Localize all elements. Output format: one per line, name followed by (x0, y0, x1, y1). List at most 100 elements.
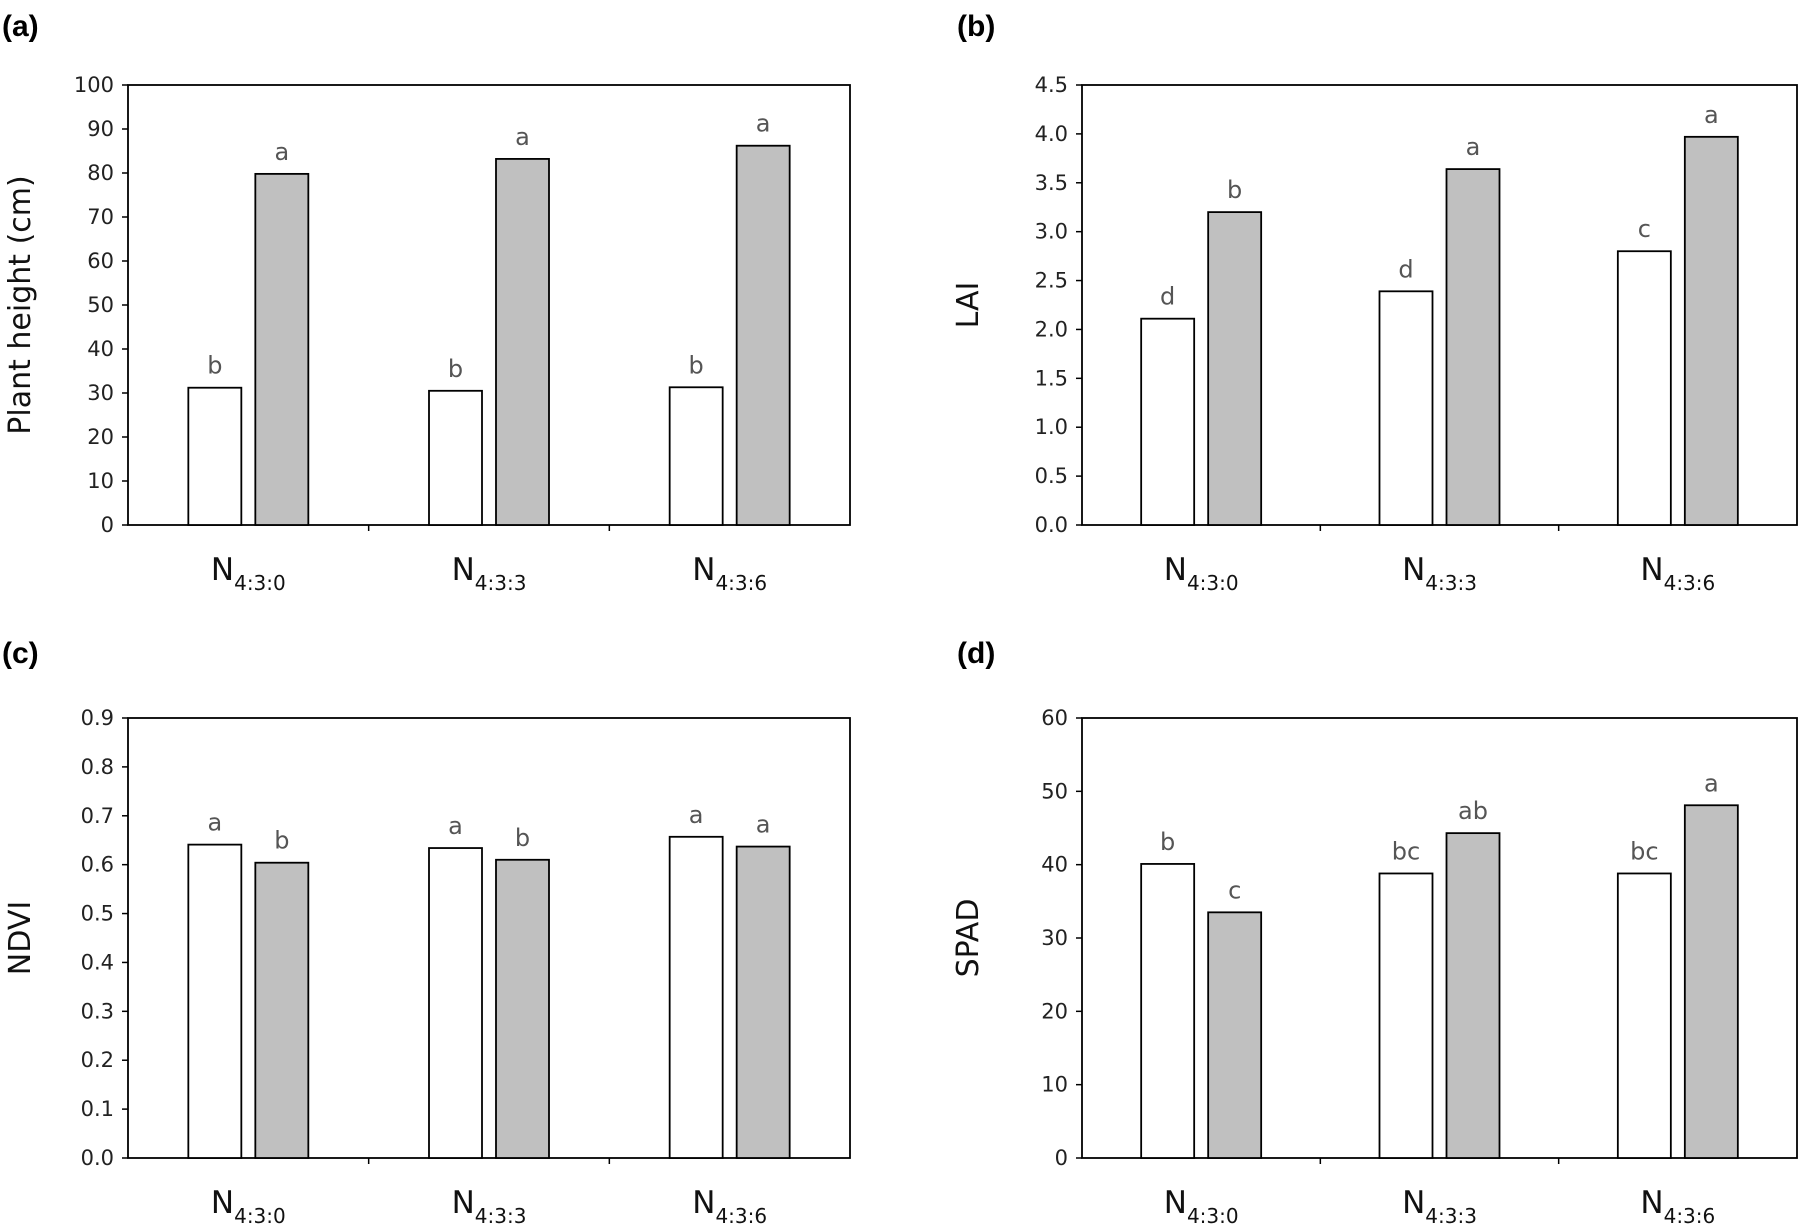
bar (1683, 804, 1739, 1159)
data-label: d (1160, 283, 1175, 311)
y-tick-label: 50 (1041, 779, 1068, 803)
data-label: a (1466, 133, 1481, 161)
y-tick-label: 40 (87, 337, 114, 361)
x-tick-label: N4:3:0 (211, 1185, 286, 1228)
bar (735, 845, 791, 1159)
y-axis-title: NDVI (3, 901, 38, 975)
y-tick-label: 0.1 (81, 1097, 114, 1121)
bar (1378, 290, 1434, 526)
bar (668, 386, 724, 526)
x-tick-label: N4:3:0 (1164, 552, 1239, 595)
bar (668, 835, 724, 1159)
data-label: b (1227, 176, 1242, 204)
data-label: b (448, 355, 463, 383)
bar (428, 847, 483, 1159)
y-tick-label: 4.5 (1035, 73, 1068, 97)
bar (187, 843, 243, 1159)
data-label: b (207, 352, 222, 380)
chart-panel-b: (b) 0.0 0.5 1.0 1.5 2.0 2.5 3.0 3.5 4.0 4.5 LAI d b N4… (951, 10, 1798, 595)
y-tick-label: 4.0 (1035, 122, 1068, 146)
x-tick-label: N4:3:6 (1640, 552, 1715, 595)
y-tick-label: 60 (87, 249, 114, 273)
y-tick-label: 2.0 (1035, 317, 1068, 341)
x-tick-label: N4:3:3 (1402, 1185, 1477, 1228)
y-tick-label: 30 (87, 381, 114, 405)
y-tick-label: 30 (1041, 926, 1068, 950)
x-tick-label: N4:3:0 (1164, 1185, 1239, 1228)
panel-label: (a) (2, 10, 39, 43)
y-tick-label: 20 (87, 425, 114, 449)
y-tick-label: 0.0 (1035, 513, 1068, 537)
data-label: a (515, 123, 530, 151)
data-label: a (756, 110, 771, 138)
x-tick-label: N4:3:3 (1402, 552, 1477, 595)
panel-label: (c) (2, 637, 39, 670)
y-tick-label: 100 (74, 73, 114, 97)
plot-frame (127, 717, 851, 1159)
plot-frame (127, 84, 851, 526)
bar (187, 386, 243, 526)
bar (1445, 832, 1501, 1159)
data-label: c (1228, 876, 1241, 904)
data-label: a (448, 812, 463, 840)
y-tick-label: 0.2 (81, 1048, 114, 1072)
y-tick-label: 10 (87, 469, 114, 493)
bar (1207, 211, 1263, 526)
y-tick-label: 0.6 (81, 853, 114, 877)
bar (1207, 911, 1263, 1159)
y-tick-label: 0.8 (81, 755, 114, 779)
x-tick-label: N4:3:6 (692, 1185, 767, 1228)
y-axis-title: SPAD (951, 899, 986, 978)
data-label: d (1398, 255, 1413, 283)
bar (495, 858, 550, 1159)
y-tick-label: 20 (1041, 999, 1068, 1023)
bar (254, 861, 310, 1159)
plot-frame (1081, 84, 1798, 526)
data-label: bc (1630, 837, 1658, 865)
y-tick-label: 0.9 (81, 706, 114, 730)
y-tick-label: 1.5 (1035, 366, 1068, 390)
y-tick-label: 0.3 (81, 999, 114, 1023)
y-tick-label: 0.5 (1035, 464, 1068, 488)
bar (1616, 872, 1672, 1159)
y-tick-label: 10 (1041, 1073, 1068, 1097)
chart-panel-a: (a) 0 10 20 30 40 50 60 70 80 90 100 Plant height (c… (2, 10, 851, 595)
y-tick-label: 90 (87, 117, 114, 141)
y-tick-label: 0 (101, 513, 114, 537)
x-tick-label: N4:3:3 (452, 552, 527, 595)
y-tick-label: 0.0 (81, 1146, 114, 1170)
x-tick-label: N4:3:6 (1640, 1185, 1715, 1228)
data-label: a (689, 801, 704, 829)
y-tick-label: 50 (87, 293, 114, 317)
data-label: bc (1392, 837, 1420, 865)
bar (1445, 168, 1501, 526)
bar (254, 172, 310, 526)
chart-panel-d: (d)0102030405060SPADbcN4:3:0bcabN4:3:3bc… (951, 637, 1798, 1228)
y-tick-label: 1.0 (1035, 415, 1068, 439)
bar (1378, 872, 1434, 1159)
y-tick-label: 40 (1041, 853, 1068, 877)
y-tick-label: 0.5 (81, 902, 114, 926)
panel-label: (d) (957, 637, 995, 670)
x-tick-label: N4:3:0 (211, 552, 286, 595)
x-tick-label: N4:3:6 (692, 552, 767, 595)
y-tick-label: 80 (87, 161, 114, 185)
data-label: b (689, 351, 704, 379)
bar (495, 158, 550, 526)
panel-label: (b) (957, 10, 995, 43)
data-label: b (274, 827, 289, 855)
y-axis-title: Plant height (cm) (3, 175, 38, 434)
y-tick-label: 3.5 (1035, 171, 1068, 195)
plot-frame (1081, 717, 1798, 1159)
bar (1140, 863, 1196, 1159)
y-tick-label: 0 (1055, 1146, 1068, 1170)
data-label: b (515, 824, 530, 852)
data-label: a (1704, 769, 1719, 797)
y-tick-label: 70 (87, 205, 114, 229)
data-label: a (274, 138, 289, 166)
data-label: ab (1458, 797, 1488, 825)
bar (1140, 317, 1196, 526)
y-tick-label: 3.0 (1035, 220, 1068, 244)
data-label: a (1704, 101, 1719, 129)
